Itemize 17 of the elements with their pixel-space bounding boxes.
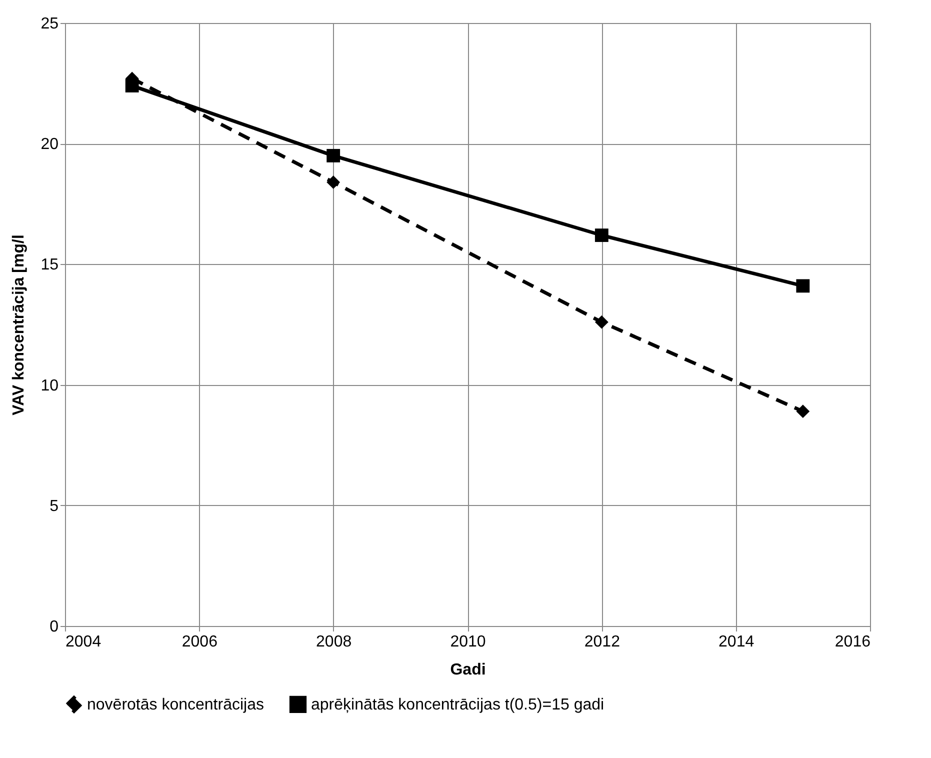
legend-label: novērotās koncentrācijas (87, 696, 264, 714)
y-tick-label: 5 (50, 498, 59, 515)
y-tick-label: 0 (50, 618, 59, 636)
legend-label: aprēķinātās koncentrācijas t(0.5)=15 gadi (311, 696, 604, 714)
x-axis-title: Gadi (450, 662, 486, 678)
x-tick-label: 2016 (834, 634, 871, 650)
x-tick-label: 2010 (450, 634, 486, 650)
y-tick-label: 10 (40, 377, 59, 394)
x-tick-label: 2006 (182, 634, 218, 650)
y-tick-label: 20 (40, 136, 59, 154)
x-tick-label: 2014 (718, 634, 754, 650)
y-tick-label: 25 (40, 16, 59, 32)
x-tick-label: 2012 (584, 634, 620, 650)
x-tick-label: 2004 (66, 634, 102, 650)
y-tick-label: 15 (40, 256, 59, 274)
y-axis-title: VAV koncentrācija [mg/l (10, 234, 28, 416)
x-tick-label: 2008 (316, 634, 352, 650)
